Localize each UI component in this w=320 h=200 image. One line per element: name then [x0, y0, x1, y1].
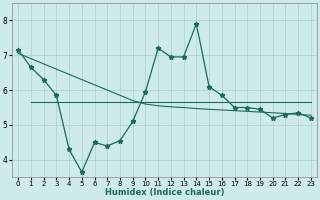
X-axis label: Humidex (Indice chaleur): Humidex (Indice chaleur) — [105, 188, 224, 197]
